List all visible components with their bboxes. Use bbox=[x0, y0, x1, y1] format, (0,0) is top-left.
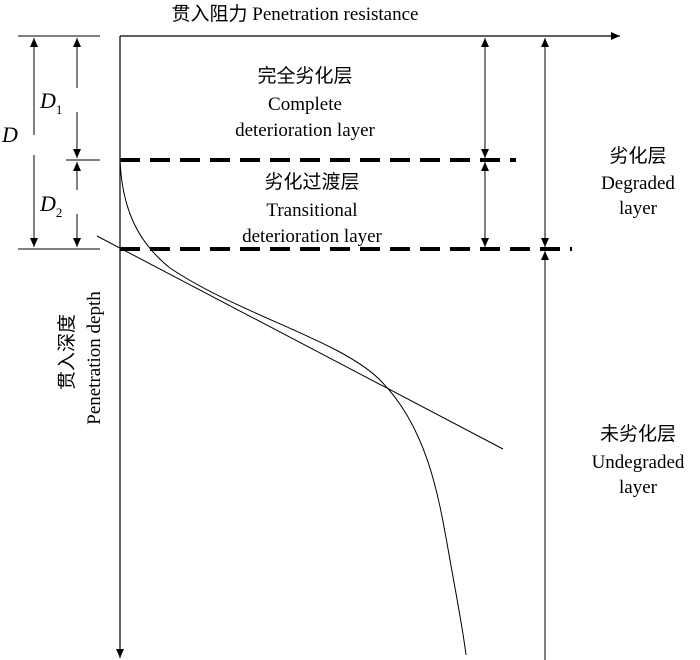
undegraded-layer-label-en2: layer bbox=[619, 477, 658, 498]
y-axis-label-cn: 贯入深度 bbox=[56, 314, 78, 390]
undegraded-layer-label-cn: 未劣化层 bbox=[600, 423, 676, 445]
dimension-d1-label: D1 bbox=[39, 88, 62, 117]
penetration-curve bbox=[119, 120, 467, 656]
degraded-layer-label-cn: 劣化层 bbox=[609, 145, 666, 167]
complete-layer-label-en1: Complete bbox=[268, 94, 342, 115]
transitional-layer-label-en2: deterioration layer bbox=[242, 226, 382, 247]
complete-layer-label-en2: deterioration layer bbox=[235, 120, 375, 141]
dimension-d2-label: D2 bbox=[39, 191, 62, 220]
x-axis-label: 贯入阻力 Penetration resistance bbox=[172, 3, 419, 25]
transitional-layer-label-en1: Transitional bbox=[266, 200, 357, 221]
y-axis-label-en: Penetration depth bbox=[84, 291, 105, 425]
dimension-d-label: D bbox=[1, 122, 18, 147]
complete-layer-label-cn: 完全劣化层 bbox=[257, 65, 352, 87]
tangent-line bbox=[96, 235, 504, 450]
transitional-layer-label-cn: 劣化过渡层 bbox=[264, 171, 359, 193]
undegraded-layer-label-en1: Undegraded bbox=[592, 452, 685, 473]
degraded-layer-label-en2: layer bbox=[619, 198, 658, 219]
degraded-layer-label-en1: Degraded bbox=[601, 173, 675, 194]
